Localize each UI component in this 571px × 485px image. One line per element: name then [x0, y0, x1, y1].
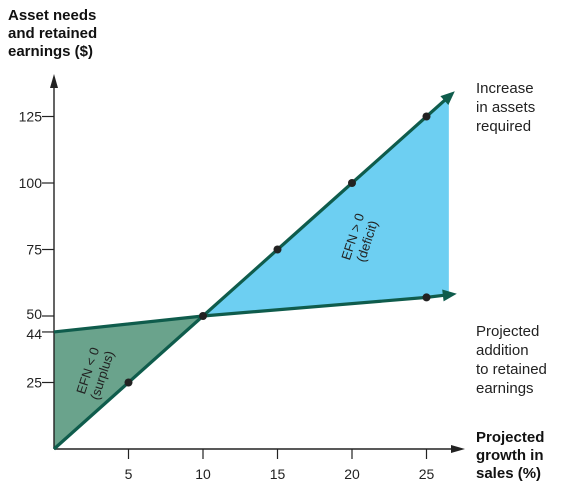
retained-earnings-line — [53, 293, 450, 334]
x-axis-title: Projected growth in sales (%) — [476, 429, 544, 482]
y-axis-arrow — [50, 74, 58, 88]
axes: 5 10 15 20 25 25 44 50 75 100 125 — [19, 74, 465, 482]
x-tick-label: 25 — [419, 466, 435, 482]
data-point — [273, 245, 282, 254]
y-tick-label: 125 — [19, 109, 43, 125]
data-point — [199, 312, 207, 320]
y-axis-title: Asset needs and retained earnings ($) — [8, 7, 97, 60]
y-tick-label: 75 — [26, 242, 42, 258]
data-point — [348, 179, 356, 187]
earnings-series-label: Projected addition to retained earnings — [476, 323, 547, 397]
asset-series-label: Increase in assets required — [476, 80, 535, 135]
x-axis-arrow — [451, 445, 465, 453]
x-tick-label: 20 — [344, 466, 360, 482]
data-point — [422, 112, 431, 121]
x-tick-label: 5 — [125, 466, 133, 482]
y-tick-label: 50 — [26, 306, 42, 322]
y-tick-label: 100 — [19, 175, 43, 191]
data-point — [422, 293, 431, 302]
y-tick-label: 44 — [26, 326, 42, 342]
data-markers — [124, 112, 431, 387]
y-tick-label: 25 — [26, 375, 42, 391]
x-tick-label: 15 — [270, 466, 286, 482]
asset-line-arrow — [440, 91, 455, 106]
retained-earnings-arrow — [442, 289, 457, 302]
data-point — [124, 378, 133, 387]
x-tick-label: 10 — [195, 466, 211, 482]
